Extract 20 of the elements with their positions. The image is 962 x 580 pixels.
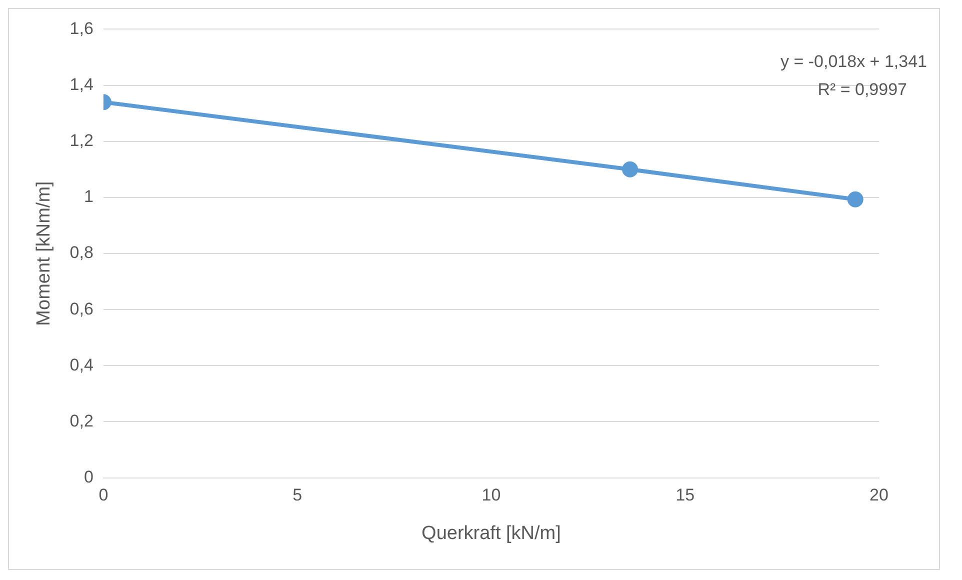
x-tick-label: 20: [870, 486, 888, 505]
y-axis-title: Moment [kNm/m]: [34, 181, 55, 326]
y-tick-label: 0,6: [70, 299, 94, 318]
y-tick-label: 1,6: [70, 18, 94, 38]
y-tick-label: 0: [84, 467, 94, 486]
y-tick-label: 0,4: [70, 355, 94, 374]
y-tick-label: 1,4: [70, 74, 94, 94]
y-tick-label: 1,2: [70, 131, 94, 150]
annotation: y = -0,018x + 1,341: [780, 52, 927, 72]
x-tick-label: 5: [292, 486, 302, 505]
x-tick-label: 10: [482, 486, 501, 505]
annotation: R² = 0,9997: [818, 80, 907, 100]
x-axis-title: Querkraft [kN/m]: [422, 522, 561, 544]
y-tick-label: 1: [84, 187, 94, 206]
y-tick-label: 0,2: [70, 411, 94, 430]
y-tick-label: 0,8: [70, 243, 94, 262]
point: [847, 191, 864, 208]
x-tick-label: 15: [676, 486, 695, 505]
point: [622, 161, 638, 178]
x-tick-label: 0: [98, 486, 108, 505]
